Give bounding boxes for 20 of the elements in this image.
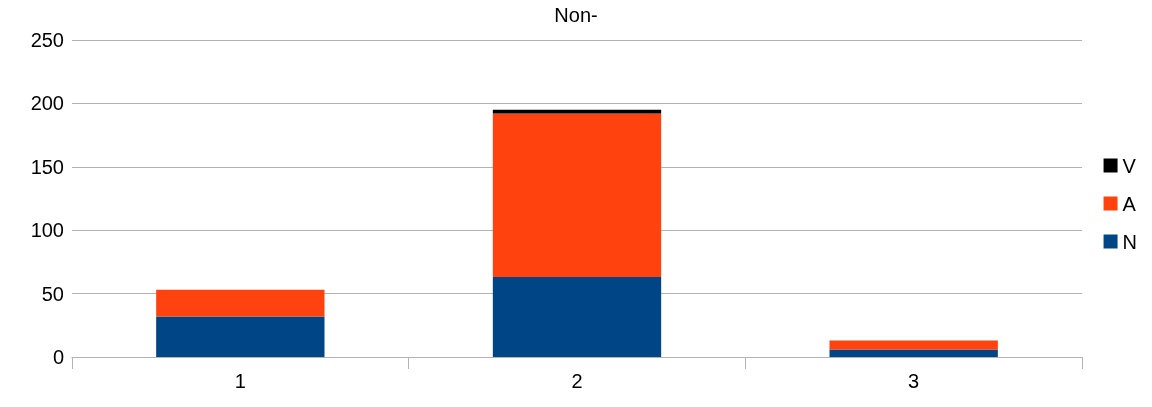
- bar: [492, 109, 662, 114]
- bar: [156, 316, 325, 357]
- legend-label: A: [1122, 192, 1137, 215]
- bar: [829, 340, 998, 350]
- y-tick-label: 0: [52, 346, 64, 368]
- bar: [492, 277, 662, 357]
- chart-title: Non-: [554, 4, 598, 26]
- bar: [829, 349, 998, 357]
- y-tick-label: 50: [41, 282, 64, 305]
- bar: [492, 113, 662, 278]
- y-tick-label: 200: [30, 92, 64, 115]
- y-tick-label: 150: [30, 155, 64, 178]
- x-tick-label: 2: [571, 370, 583, 392]
- y-tick-label: 250: [30, 29, 64, 51]
- legend-label: V: [1122, 154, 1137, 177]
- x-tick-label: 3: [908, 370, 920, 392]
- x-tick-label: 1: [234, 370, 246, 392]
- bar: [156, 289, 325, 317]
- y-tick-label: 100: [30, 219, 64, 242]
- legend-label: N: [1122, 230, 1138, 253]
